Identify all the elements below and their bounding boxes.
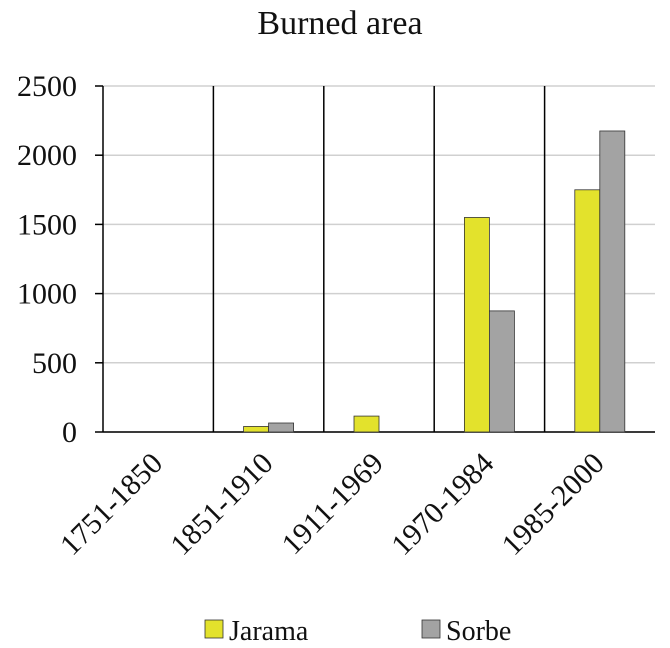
y-tick-label: 0 xyxy=(62,416,77,449)
y-tick-label: 2000 xyxy=(17,139,77,172)
x-tick-label: 1970-1984 xyxy=(385,447,500,562)
y-tick-label: 1000 xyxy=(17,278,77,311)
x-tick-label: 1985-2000 xyxy=(495,447,610,562)
legend-label: Jarama xyxy=(229,616,309,647)
legend-swatch xyxy=(421,619,441,639)
y-tick-label: 1500 xyxy=(17,208,77,241)
bar xyxy=(463,217,490,433)
legend-label: Sorbe xyxy=(446,616,511,647)
x-tick-label: 1851-1910 xyxy=(164,447,279,562)
bar xyxy=(574,189,601,433)
legend-swatch xyxy=(204,619,224,639)
bar xyxy=(599,130,626,433)
chart-title: Burned area xyxy=(257,5,422,42)
bar xyxy=(488,310,515,433)
bar xyxy=(243,426,270,433)
x-tick-label: 1911-1969 xyxy=(275,447,389,561)
bar xyxy=(353,415,380,433)
bar xyxy=(268,422,295,433)
y-tick-label: 500 xyxy=(32,347,77,380)
x-tick-label: 1751-1850 xyxy=(54,447,169,562)
y-tick-label: 2500 xyxy=(17,70,77,103)
